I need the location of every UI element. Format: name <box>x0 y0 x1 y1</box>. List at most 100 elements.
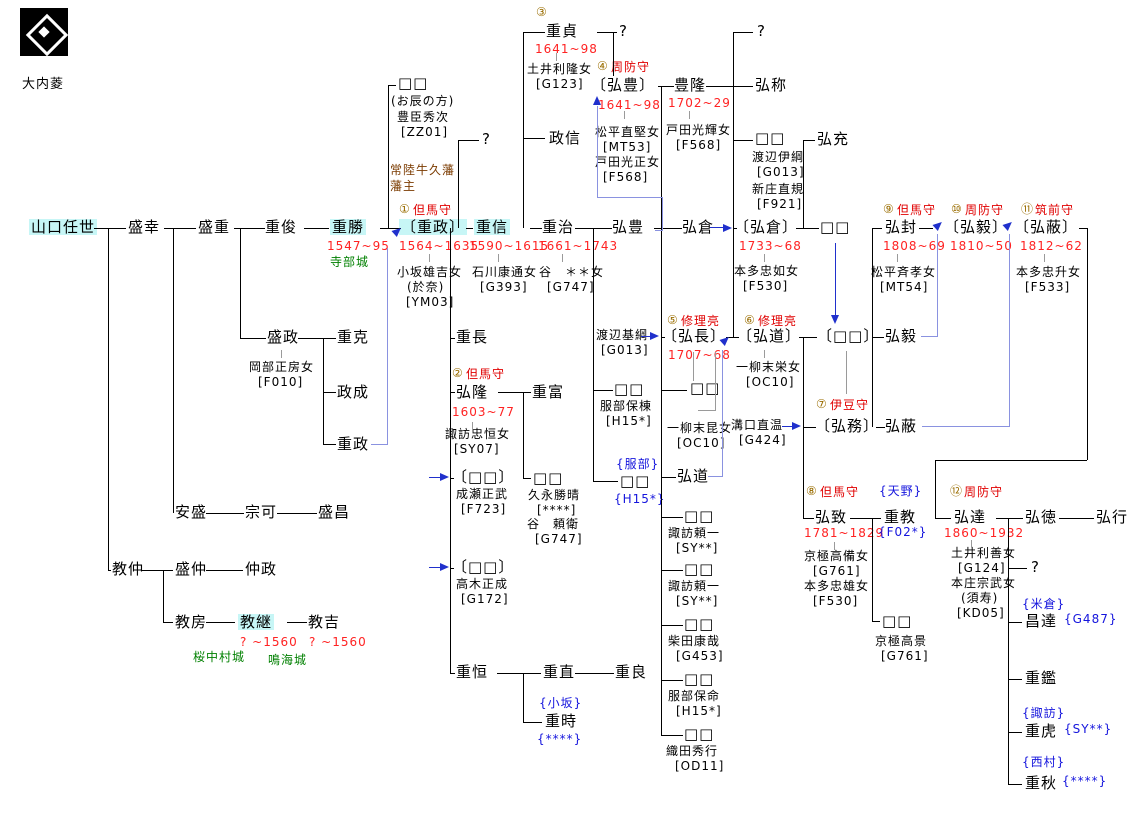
relative-name: [OC10] <box>746 375 795 389</box>
tree-line <box>661 735 683 736</box>
tree-line <box>450 228 451 673</box>
tree-line <box>108 570 111 571</box>
tree-line <box>935 518 951 519</box>
tree-line <box>206 513 244 514</box>
tree-line <box>163 570 164 622</box>
person-name: □□ <box>684 670 715 688</box>
adoption-line <box>708 476 723 477</box>
lifespan-dates: 1547~95 <box>327 239 390 253</box>
person-name: 〔□□〕 <box>452 558 515 576</box>
succession-number: ⑨ <box>883 202 895 216</box>
tree-line <box>661 680 683 681</box>
tree-line <box>803 427 816 428</box>
person-name: 重治 <box>542 218 575 236</box>
tree-line <box>661 517 683 518</box>
relative-name: [KD05] <box>957 606 1005 620</box>
lifespan-dates: 1860~1932 <box>944 526 1025 540</box>
relative-name: [G424] <box>739 433 787 447</box>
tree-line <box>613 33 614 76</box>
person-name: 宗可 <box>245 503 278 521</box>
adoption-line <box>782 426 794 427</box>
lifespan-dates: 1564~1635 <box>399 239 480 253</box>
adoption-arrow-icon <box>440 473 449 481</box>
family-caption: {****} <box>537 732 583 746</box>
relative-name: 石川康通女 <box>472 265 538 279</box>
tree-line <box>661 570 683 571</box>
tree-line <box>466 228 473 229</box>
tree-line <box>450 568 454 569</box>
tree-line <box>971 540 972 548</box>
adoption-line <box>429 567 442 568</box>
tree-line <box>693 352 694 381</box>
tree-line <box>523 32 524 228</box>
adoption-line <box>371 444 388 445</box>
family-caption: {服部} <box>616 457 660 471</box>
tree-line <box>1008 622 1022 623</box>
person-name: 教仲 <box>112 560 145 578</box>
person-name: 重直 <box>543 663 576 681</box>
relative-name: 渡辺基綱 <box>596 328 649 342</box>
domain-note: 藩主 <box>390 179 417 193</box>
adoption-line <box>655 230 663 231</box>
relative-name: [MT53] <box>603 140 652 154</box>
tree-line <box>661 390 687 391</box>
person-name: 重鑑 <box>1025 669 1058 687</box>
person-name: 教房 <box>175 613 208 631</box>
oouchi-hishi-crest <box>20 8 69 57</box>
tree-line <box>94 228 126 229</box>
official-title: 伊豆守 <box>830 398 870 412</box>
person-name: 重俊 <box>265 218 298 236</box>
crest-label: 大内菱 <box>22 77 65 92</box>
relative-name: 谷 ＊＊女 <box>539 265 605 279</box>
relative-name: 松平斉孝女 <box>871 265 937 279</box>
tree-line <box>388 85 396 86</box>
relative-name: [G761] <box>881 649 929 663</box>
family-caption: {小坂} <box>539 696 583 710</box>
relative-name: [G761] <box>813 564 861 578</box>
tree-line <box>1008 732 1022 733</box>
relative-name: [OD11] <box>675 759 725 773</box>
person-name: 弘倉 <box>682 218 715 236</box>
tree-line <box>624 111 625 119</box>
adoption-arrow-icon <box>932 219 945 231</box>
lifespan-dates: 1808~69 <box>883 239 946 253</box>
relative-name: 小坂雄吉女 <box>397 265 463 279</box>
tree-line <box>523 478 531 479</box>
succession-number: ⑩ <box>951 202 963 216</box>
relative-name: 新庄直規 <box>752 182 805 196</box>
tree-line <box>281 350 282 358</box>
adoption-arrow-icon <box>650 332 659 340</box>
relative-name: 溝口直温 <box>731 418 784 432</box>
adoption-line <box>710 227 725 228</box>
tree-line <box>240 338 266 339</box>
relative-name: 戸田光輝女 <box>666 123 732 137</box>
person-name: □□ <box>684 560 715 578</box>
tree-line <box>897 254 898 262</box>
relative-name: 豊臣秀次 <box>397 110 450 124</box>
person-name: 重富 <box>532 383 565 401</box>
tree-line <box>556 53 557 61</box>
relative-name: [MT54] <box>880 280 929 294</box>
lifespan-dates: ? ~1560 <box>240 635 298 649</box>
person-name: □□ <box>398 74 429 92</box>
tree-line <box>733 32 734 337</box>
relative-name: 一柳末昆女 <box>667 421 733 435</box>
person-name: 〔弘倉〕 <box>734 218 799 236</box>
relative-name: [H15*] <box>676 704 722 718</box>
succession-number: ⑤ <box>667 313 679 327</box>
tree-line <box>277 513 317 514</box>
family-caption: {西村} <box>1022 755 1066 769</box>
tree-line <box>1059 518 1094 519</box>
tree-line <box>1044 254 1045 262</box>
person-name: 盛昌 <box>318 503 351 521</box>
relative-name: [F530] <box>743 279 789 293</box>
tree-line <box>1008 784 1022 785</box>
tree-line <box>593 228 594 481</box>
tree-line <box>1008 568 1027 569</box>
tree-line <box>523 392 524 478</box>
family-caption: {天野} <box>879 484 923 498</box>
tree-line <box>498 254 499 262</box>
relative-name: 成瀬正武 <box>456 487 509 501</box>
person-name: 弘毅 <box>885 327 918 345</box>
official-title: 筑前守 <box>1035 203 1075 217</box>
